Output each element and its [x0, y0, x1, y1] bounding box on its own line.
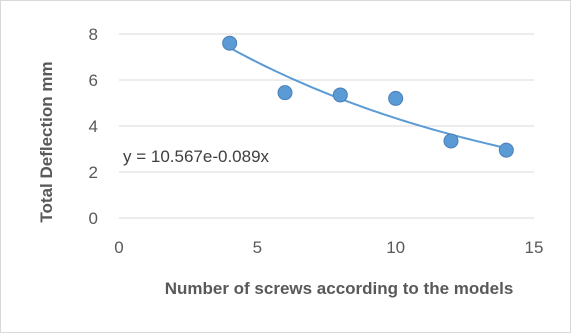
data-point: [332, 87, 348, 103]
data-point: [498, 142, 514, 158]
y-tick-label: 6: [89, 71, 98, 90]
data-point: [277, 85, 293, 101]
y-tick-label: 8: [89, 25, 98, 44]
data-point: [388, 90, 404, 106]
data-points: [222, 35, 514, 158]
gridlines: [119, 33, 534, 173]
x-tick-label: 10: [386, 238, 405, 257]
data-point: [443, 133, 459, 149]
y-axis-title: Total Deflection mm: [37, 61, 56, 222]
x-axis-title: Number of screws according to the models: [165, 279, 514, 298]
x-tick-labels: 0 5 10 15: [114, 238, 543, 257]
y-tick-label: 4: [89, 117, 98, 136]
x-tick-label: 0: [114, 238, 123, 257]
trendline-equation: y = 10.567e-0.089x: [123, 147, 270, 166]
data-point: [222, 35, 238, 51]
x-tick-label: 15: [525, 238, 544, 257]
x-tick-label: 5: [253, 238, 262, 257]
y-tick-label: 0: [89, 209, 98, 228]
y-tick-label: 2: [89, 163, 98, 182]
trendline: [229, 46, 507, 150]
y-tick-labels: 0 2 4 6 8: [89, 25, 98, 228]
